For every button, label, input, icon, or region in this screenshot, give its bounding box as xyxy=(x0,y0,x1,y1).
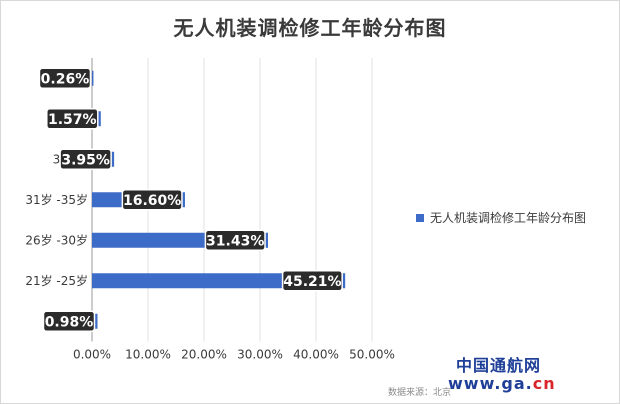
x-tick-label: 0.00% xyxy=(73,348,111,362)
watermark-url-suffix: cn xyxy=(532,374,556,393)
legend-label: 无人机装调检修工年龄分布图 xyxy=(430,211,587,225)
legend-swatch xyxy=(416,213,424,222)
watermark-url-main: www.ga. xyxy=(448,374,533,393)
data-label: 1.57% xyxy=(48,112,97,128)
bar xyxy=(92,70,94,86)
data-label: 0.26% xyxy=(41,71,90,87)
data-label-box xyxy=(42,310,96,332)
watermark-site-name: 中国通航网 xyxy=(456,356,542,375)
x-tick-label: 10.00% xyxy=(125,348,171,362)
site-watermark: 中国通航网 www.ga.cn xyxy=(448,352,616,400)
chart-title: 无人机装调检修工年龄分布图 xyxy=(173,16,447,40)
x-tick-label: 20.00% xyxy=(181,348,227,362)
x-tick-label: 30.00% xyxy=(237,348,283,362)
x-tick-label: 50.00% xyxy=(349,348,395,362)
data-label: 31.43% xyxy=(206,233,264,249)
y-category-label: 31岁 -35岁 xyxy=(25,192,88,207)
data-label-box xyxy=(281,270,343,292)
data-label-box xyxy=(121,189,183,211)
chart-legend: 无人机装调检修工年龄分布图 xyxy=(416,209,586,226)
data-label-box xyxy=(38,67,92,89)
data-label: 16.60% xyxy=(123,193,181,209)
x-tick-label: 40.00% xyxy=(293,348,339,362)
y-category-label: 26岁 -30岁 xyxy=(25,232,88,247)
watermark-url: www.ga.cn xyxy=(448,374,556,393)
source-note: 数据来源：北京 xyxy=(388,388,452,398)
data-label: 45.21% xyxy=(283,274,341,290)
data-label: 3.95% xyxy=(61,152,110,168)
data-label: 0.98% xyxy=(45,314,94,330)
y-category-label: 21岁 -25岁 xyxy=(25,273,88,288)
data-label-box xyxy=(46,108,99,130)
data-label-box xyxy=(59,148,112,170)
data-label-box xyxy=(204,229,266,251)
